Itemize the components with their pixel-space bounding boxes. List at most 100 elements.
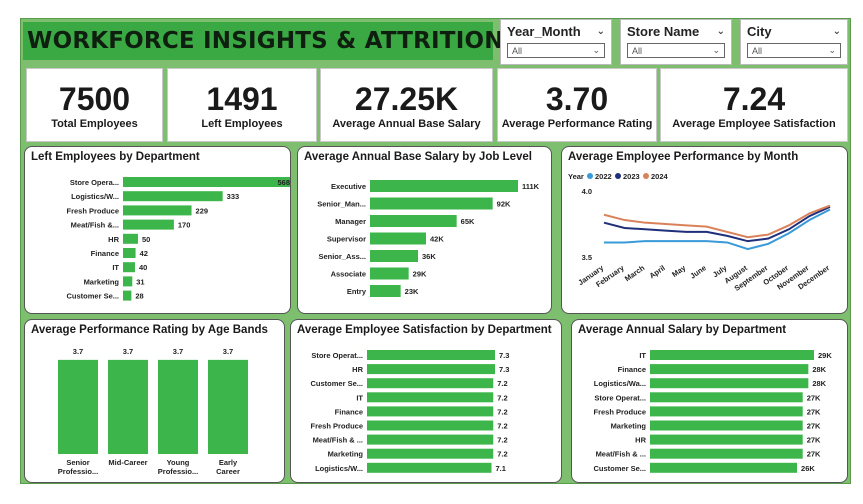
- data-label: 28: [135, 292, 143, 301]
- bar: [370, 250, 418, 262]
- data-label: 7.2: [497, 422, 507, 431]
- bar: [650, 448, 803, 459]
- data-label: 111K: [522, 182, 540, 191]
- data-label: 92K: [497, 200, 511, 209]
- bar: [650, 392, 803, 403]
- bar: [123, 219, 174, 230]
- bar: [367, 420, 494, 431]
- city-dropdown[interactable]: All ⌄: [747, 43, 841, 58]
- data-label: 29K: [413, 270, 427, 279]
- category-label: Store Opera...: [70, 178, 119, 187]
- slicer-city[interactable]: City ⌄ All ⌄: [740, 19, 848, 65]
- data-label: 31: [136, 277, 144, 286]
- page-title: WORKFORCE INSIGHTS & ATTRITION: [27, 28, 504, 54]
- chart-plot: Store Opera... 568 Logistics/W... 333 Fresh …: [66, 177, 290, 301]
- legend-label: 2024: [651, 172, 669, 181]
- bar: [650, 420, 803, 431]
- chevron-down-icon[interactable]: ⌄: [716, 26, 725, 37]
- category-label: Customer Se...: [593, 464, 646, 473]
- chevron-down-icon: ⌄: [712, 45, 720, 55]
- data-label: 3.7: [73, 347, 83, 356]
- category-label: Entry: [347, 287, 367, 296]
- category-label: HR: [352, 365, 363, 374]
- category-label: Marketing: [611, 422, 647, 431]
- bar: [367, 364, 495, 375]
- data-label: 7.3: [499, 365, 509, 374]
- store-name-dropdown[interactable]: All ⌄: [627, 43, 725, 58]
- category-label: HR: [635, 436, 646, 445]
- kpi-left-employees: 1491 Left Employees: [167, 68, 317, 142]
- category-label: Store Operat...: [311, 351, 363, 360]
- chart-title: Average Annual Salary by Department: [578, 324, 787, 336]
- bar: [123, 233, 138, 244]
- bar: [367, 462, 492, 473]
- kpi-value: 3.70: [545, 81, 609, 117]
- category-label: Fresh Produce: [310, 422, 363, 431]
- data-label: 170: [178, 221, 191, 230]
- bar: [123, 205, 192, 216]
- bar: [650, 462, 798, 473]
- category-label: Fresh Produce: [66, 206, 119, 215]
- kpi-label: Average Annual Base Salary: [332, 118, 481, 130]
- bar: [370, 180, 518, 192]
- year-month-dropdown[interactable]: All ⌄: [507, 43, 605, 58]
- chart-title: Average Annual Base Salary by Job Level: [304, 151, 532, 163]
- bar: [650, 364, 809, 375]
- chart-satisfaction-by-dept: Average Employee Satisfaction by Departm…: [290, 319, 562, 483]
- data-label: 27K: [807, 450, 821, 459]
- category-label: Marketing: [84, 277, 120, 286]
- bar: [650, 406, 803, 417]
- bar: [123, 262, 135, 273]
- chevron-down-icon: ⌄: [828, 45, 836, 55]
- slicer-year-month[interactable]: Year_Month ⌄ All ⌄: [500, 19, 612, 65]
- chevron-down-icon: ⌄: [592, 45, 600, 55]
- data-label: 3.7: [123, 347, 133, 356]
- series-line: [603, 204, 831, 239]
- chart-title: Average Employee Satisfaction by Departm…: [297, 324, 552, 336]
- data-label: 3.7: [173, 347, 183, 356]
- data-label: 7.2: [497, 393, 507, 402]
- data-label: 26K: [801, 464, 815, 473]
- data-label: 3.7: [223, 347, 233, 356]
- chart-salary-by-dept: Average Annual Salary by Department IT 29…: [571, 319, 848, 483]
- category-label: Meat/Fish & ...: [596, 450, 646, 459]
- data-label: 27K: [807, 393, 821, 402]
- category-label: Fresh Produce: [593, 407, 646, 416]
- category-label: Logistics/W...: [315, 464, 363, 473]
- bar: [367, 448, 494, 459]
- series-line: [603, 205, 831, 243]
- data-label: 7.1: [495, 464, 505, 473]
- bar: [158, 359, 198, 454]
- category-label: Logistics/W...: [71, 192, 119, 201]
- slicer-store-name[interactable]: Store Name ⌄ All ⌄: [620, 19, 732, 65]
- dropdown-value: All: [632, 45, 643, 56]
- kpi-total-employees: 7500 Total Employees: [26, 68, 163, 142]
- category-label: HR: [108, 235, 119, 244]
- bar: [370, 215, 457, 227]
- data-label: 27K: [807, 436, 821, 445]
- chart-plot: Executive 111K Senior_Man... 92K Manager 65K S…: [317, 180, 540, 297]
- data-label: 229: [196, 206, 209, 215]
- category-label: IT: [112, 263, 119, 272]
- chevron-down-icon[interactable]: ⌄: [832, 26, 841, 37]
- category-label: Finance: [618, 365, 646, 374]
- bar: [367, 434, 494, 445]
- data-label: 7.2: [497, 436, 507, 445]
- dropdown-value: All: [512, 45, 523, 56]
- category-label: Manager: [335, 217, 366, 226]
- category-label: Professio...: [58, 467, 98, 476]
- legend-marker: [615, 173, 621, 179]
- kpi-label: Total Employees: [51, 118, 138, 130]
- data-label: 29K: [818, 351, 832, 360]
- bar: [58, 359, 98, 454]
- category-label: Supervisor: [327, 235, 366, 244]
- bar: [367, 392, 494, 403]
- kpi-label: Average Performance Rating: [501, 118, 653, 130]
- chevron-down-icon[interactable]: ⌄: [596, 26, 605, 37]
- kpi-label: Left Employees: [201, 118, 283, 130]
- category-label: Young: [167, 458, 190, 467]
- chart-perf-by-age: Average Performance Rating by Age Bands …: [24, 319, 285, 483]
- legend-title: Year: [568, 172, 584, 181]
- bar: [650, 434, 803, 445]
- category-label: Senior_Man...: [317, 200, 366, 209]
